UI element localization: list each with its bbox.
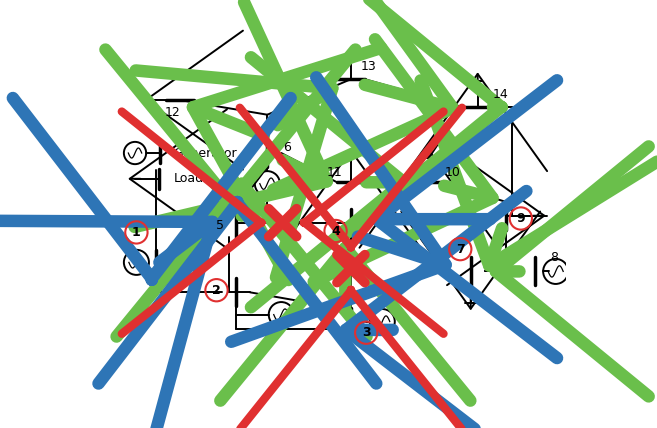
Text: 2: 2 [212,284,221,297]
Text: 5: 5 [217,219,225,232]
Text: 6: 6 [283,141,290,154]
Text: Generator: Generator [173,146,237,160]
Text: 13: 13 [361,60,376,73]
Text: Load: Load [173,172,204,185]
Text: 4: 4 [331,225,340,238]
Text: 9: 9 [516,212,525,225]
Text: 8: 8 [550,251,558,264]
Text: 7: 7 [456,243,464,256]
Text: 1: 1 [132,226,141,239]
Text: 10: 10 [444,166,460,179]
Text: 12: 12 [165,106,181,119]
Text: 3: 3 [362,326,371,339]
Text: 11: 11 [327,166,342,179]
Text: 14: 14 [493,88,509,101]
